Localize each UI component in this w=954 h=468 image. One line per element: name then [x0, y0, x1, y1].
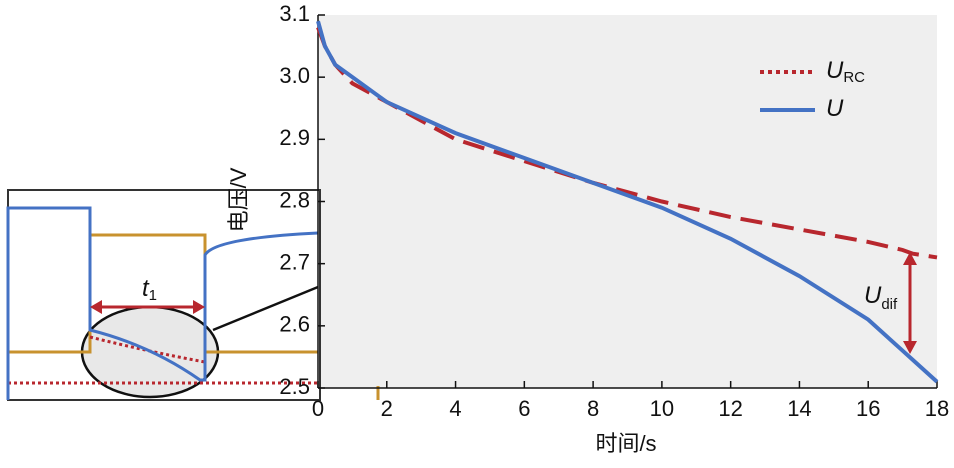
y-tick-label: 2.7	[279, 249, 310, 274]
t1-sub: 1	[149, 287, 157, 304]
x-tick-label: 12	[718, 396, 742, 421]
x-axis-label: 时间/s	[595, 431, 656, 456]
legend-name: U	[826, 57, 844, 84]
legend-sub: RC	[843, 69, 865, 86]
zoom-line	[212, 285, 319, 332]
legend-label: URC	[826, 57, 865, 86]
x-tick-label: 14	[787, 396, 811, 421]
x-tick-label: 4	[449, 396, 461, 421]
dif-label: Udif	[864, 282, 898, 313]
legend-label: U	[826, 95, 844, 122]
y-axis-label: 电压/V	[226, 167, 251, 232]
y-tick-label: 2.8	[279, 187, 310, 212]
y-tick-label: 2.9	[279, 125, 310, 150]
inset-current	[8, 233, 318, 354]
inset	[6, 189, 380, 401]
y-tick-label: 3.1	[279, 1, 310, 26]
dif-sub: dif	[881, 296, 898, 313]
y-tick-label: 3.0	[279, 63, 310, 88]
t1-label: t1	[142, 275, 157, 304]
plot-area	[318, 15, 937, 388]
x-tick-label: 8	[587, 396, 599, 421]
x-tick-label: 10	[650, 396, 674, 421]
t1-text: t	[142, 275, 150, 302]
legend-name: U	[826, 95, 844, 122]
x-tick-label: 0	[312, 396, 324, 421]
x-tick-label: 6	[518, 396, 530, 421]
y-tick-label: 2.6	[279, 312, 310, 337]
x-tick-label: 2	[381, 396, 393, 421]
x-tick-label: 18	[925, 396, 949, 421]
inset-voltage	[6, 206, 319, 400]
series-line	[316, 20, 939, 384]
y-tick-label: 2.5	[279, 374, 310, 399]
dif-text: U	[864, 282, 882, 309]
x-tick-label: 16	[856, 396, 880, 421]
t1-arrowheads	[90, 300, 205, 314]
